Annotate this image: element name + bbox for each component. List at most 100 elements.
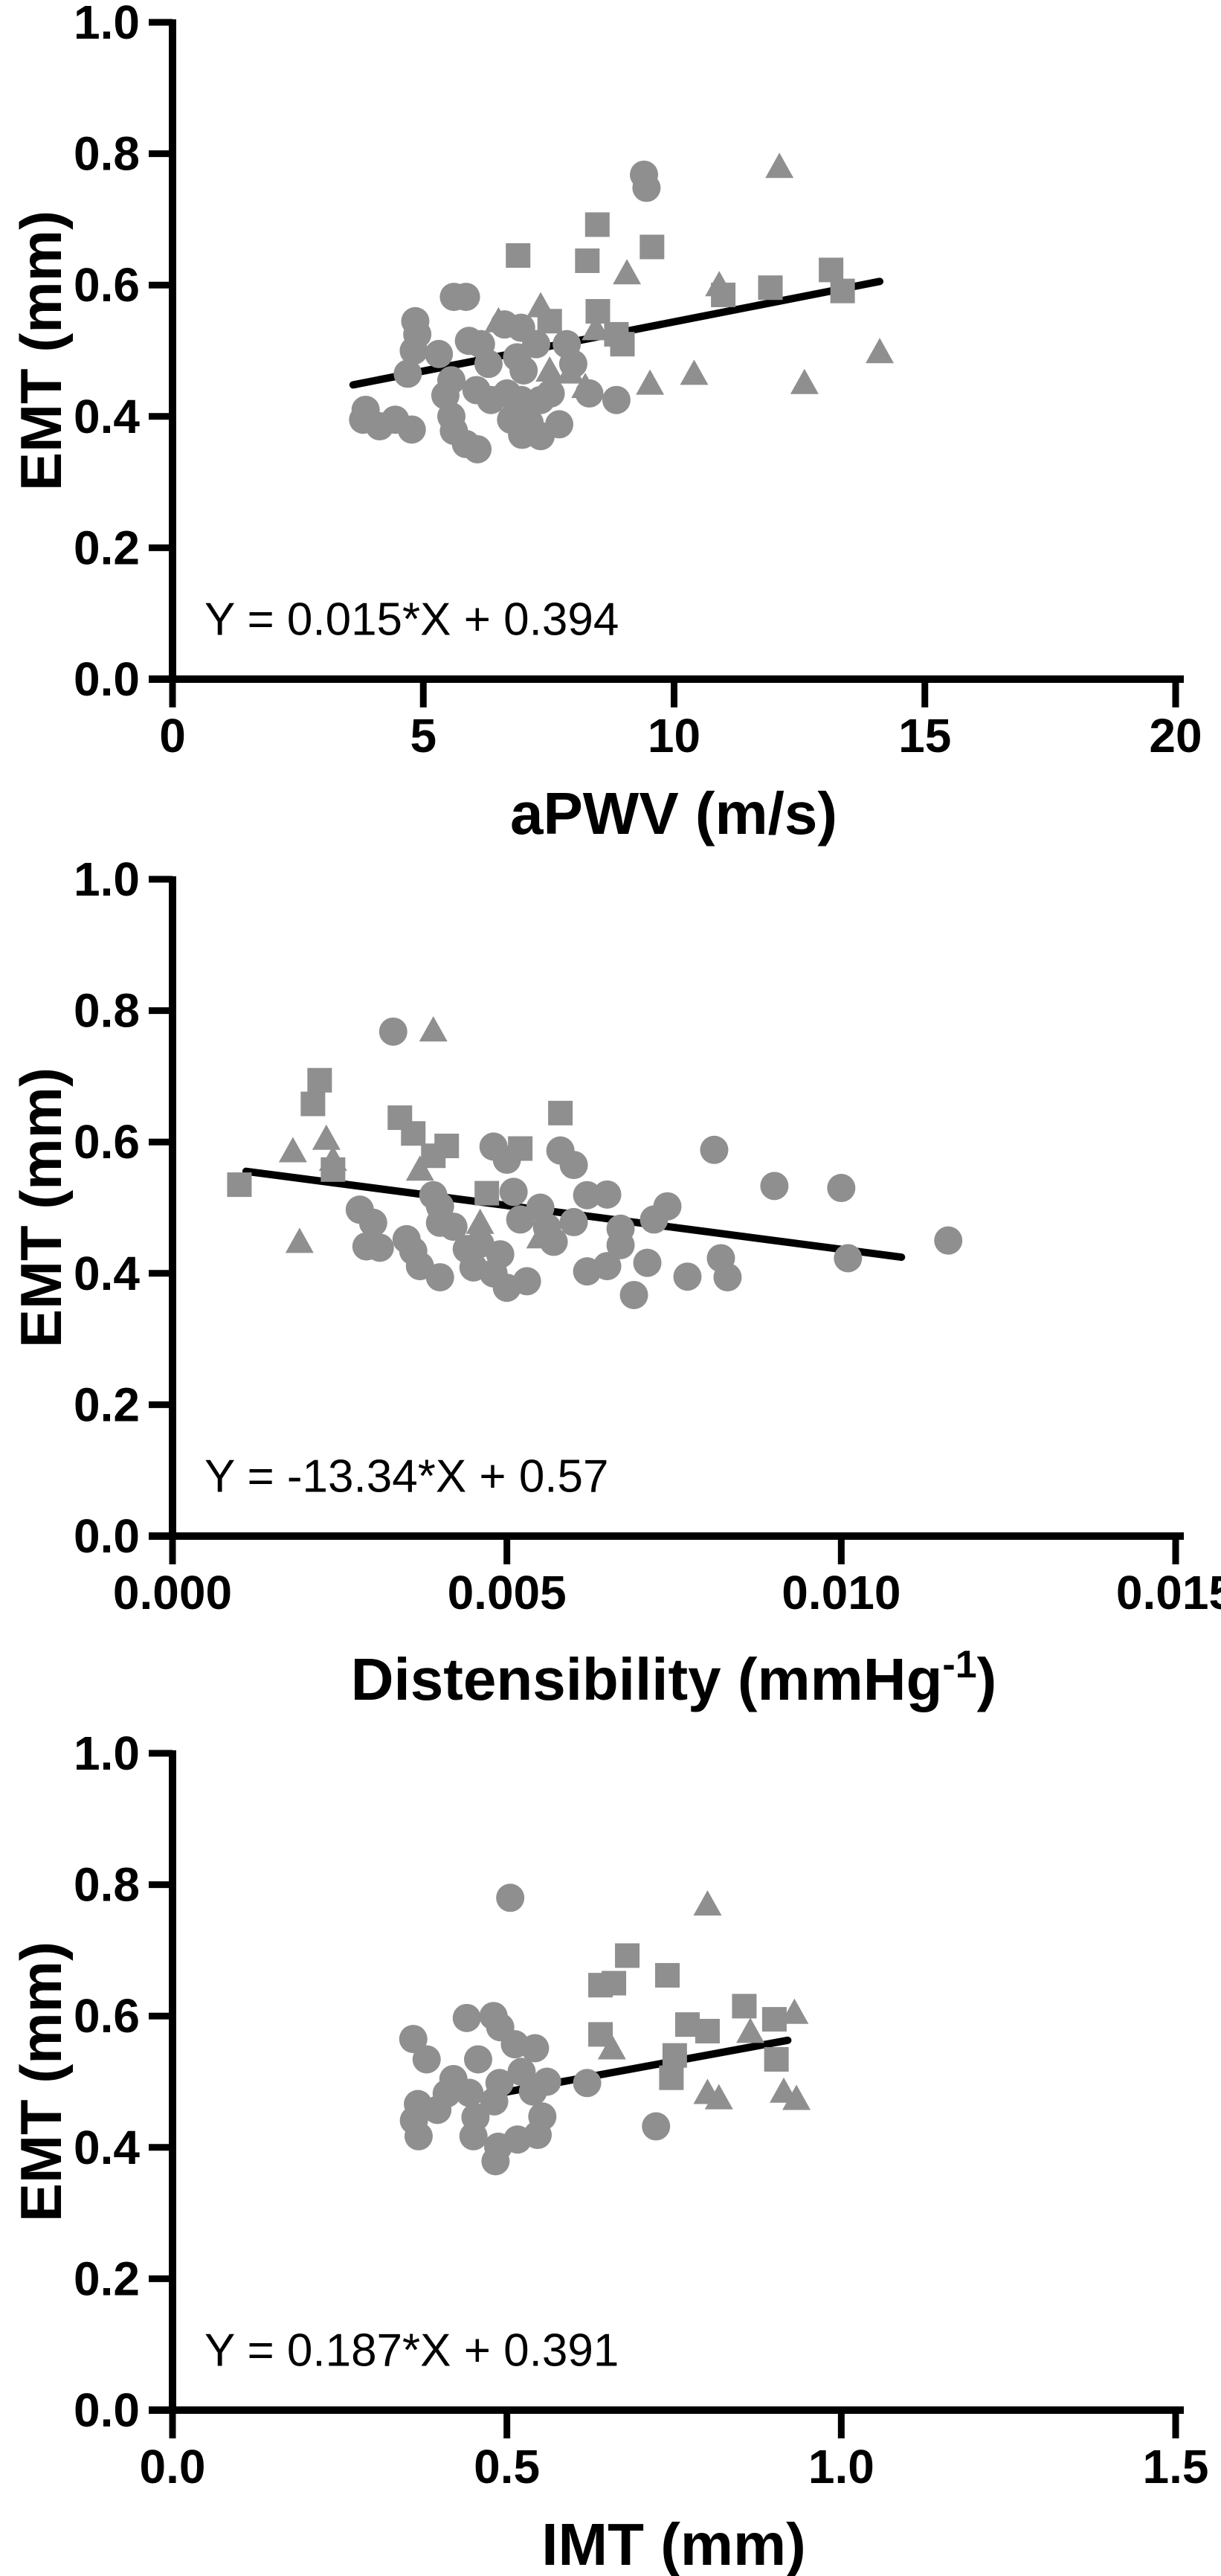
marker-circle (934, 1226, 963, 1255)
y-tick-label: 0.2 (74, 2252, 140, 2305)
x-tick-label: 0.010 (782, 1566, 901, 1619)
marker-triangle (765, 152, 794, 179)
marker-circle (499, 1178, 528, 1207)
x-tick-label: 10 (648, 709, 700, 762)
marker-square (584, 212, 610, 237)
marker-square (434, 1133, 460, 1158)
marker-square (695, 2019, 720, 2044)
marker-circle (532, 2067, 561, 2096)
marker-circle (673, 1262, 702, 1291)
series-circles (349, 160, 661, 463)
y-tick-label: 0.0 (74, 652, 140, 706)
marker-triangle (419, 1016, 448, 1042)
marker-square (401, 1121, 426, 1146)
series-triangles (278, 1016, 555, 1253)
marker-triangle (636, 369, 665, 395)
x-tick-label: 0.5 (474, 2440, 540, 2493)
x-tick-label: 5 (410, 709, 436, 762)
marker-circle (573, 1181, 602, 1210)
marker-circle (393, 359, 422, 388)
marker-triangle (780, 1998, 809, 2024)
marker-circle (509, 356, 538, 385)
marker-circle (760, 1172, 789, 1201)
marker-triangle (312, 1124, 341, 1150)
regression-equation: Y = -13.34*X + 0.57 (204, 1451, 609, 1503)
x-axis-title: IMT (mm) (541, 2511, 806, 2576)
y-tick-label: 0.4 (74, 2121, 140, 2174)
y-tick-label: 1.0 (74, 0, 140, 49)
marker-triangle (555, 358, 584, 384)
marker-circle (713, 1263, 742, 1292)
marker-triangle (278, 1137, 307, 1163)
marker-circle (496, 1883, 525, 1912)
marker-circle (425, 339, 454, 368)
marker-circle (412, 2045, 441, 2074)
series-squares (227, 1067, 573, 1206)
marker-circle (633, 1248, 662, 1277)
marker-triangle (285, 1227, 314, 1253)
marker-triangle (693, 1890, 722, 1916)
marker-triangle (358, 1221, 387, 1247)
marker-circle (545, 410, 574, 439)
marker-square (548, 1100, 573, 1125)
marker-circle (642, 2112, 671, 2141)
x-tick-label: 15 (898, 709, 951, 762)
marker-circle (455, 2078, 484, 2107)
x-axis-title-text: Distensibility (mmHg (351, 1646, 943, 1712)
x-tick-label: 1.5 (1143, 2440, 1209, 2493)
scatter-panel-imt: 0.0 0.2 0.4 0.6 0.8 1.0 0.0 0.5 1.0 1.5 Y = 0.187*… (8, 1727, 1208, 2576)
marker-circle (486, 1240, 515, 1269)
marker-square (761, 2007, 787, 2032)
x-tick-label: 0.0 (140, 2440, 206, 2493)
y-tick-label: 0.0 (74, 2383, 140, 2437)
y-axis-title: EMT (mm) (8, 1067, 74, 1348)
marker-triangle (571, 373, 600, 399)
marker-square (300, 1091, 326, 1117)
y-tick-label: 0.6 (74, 258, 140, 312)
marker-circle (463, 2045, 492, 2074)
x-tick-label: 0.015 (1116, 1566, 1221, 1619)
marker-circle (425, 1263, 454, 1292)
marker-triangle (581, 315, 610, 341)
series-circles (399, 1883, 671, 2176)
marker-square (655, 1962, 680, 1988)
marker-square (659, 2065, 684, 2090)
y-tick-label: 0.0 (74, 1509, 140, 1563)
x-tick-label: 0 (159, 709, 186, 762)
marker-triangle (782, 2084, 811, 2110)
marker-triangle (535, 356, 564, 382)
marker-triangle (704, 2084, 733, 2110)
marker-circle (474, 350, 503, 379)
marker-circle (700, 1135, 729, 1164)
marker-circle (459, 2121, 488, 2151)
marker-square (640, 234, 665, 260)
marker-square (602, 1970, 627, 1996)
y-axis-title: EMT (mm) (8, 1941, 74, 2222)
marker-triangle (736, 2017, 765, 2043)
marker-square (732, 1994, 757, 2019)
marker-square (610, 332, 635, 357)
marker-triangle (866, 338, 895, 364)
marker-circle (399, 2025, 428, 2054)
x-axis-title: aPWV (m/s) (510, 780, 837, 847)
marker-triangle (465, 1208, 494, 1234)
marker-circle (573, 2069, 602, 2098)
marker-circle (827, 1174, 856, 1203)
marker-circle (632, 173, 661, 202)
marker-square (474, 1181, 500, 1206)
marker-triangle (613, 259, 642, 285)
marker-square (819, 257, 844, 283)
marker-circle (485, 2069, 514, 2098)
y-tick-label: 0.2 (74, 521, 140, 574)
marker-circle (559, 1151, 588, 1180)
marker-circle (512, 1267, 541, 1296)
marker-triangle (484, 306, 513, 333)
marker-triangle (680, 359, 709, 385)
x-axis-title: Distensibility (mmHg-1) (351, 1643, 997, 1712)
marker-circle (640, 1205, 669, 1234)
marker-circle (834, 1244, 863, 1273)
marker-triangle (790, 368, 819, 394)
x-tick-label: 1.0 (808, 2440, 874, 2493)
regression-equation: Y = 0.187*X + 0.391 (204, 2325, 619, 2377)
scatter-panel-distensibility: 0.0 0.2 0.4 0.6 0.8 1.0 0.000 0.005 0.010 0.015 Y … (8, 852, 1221, 1712)
